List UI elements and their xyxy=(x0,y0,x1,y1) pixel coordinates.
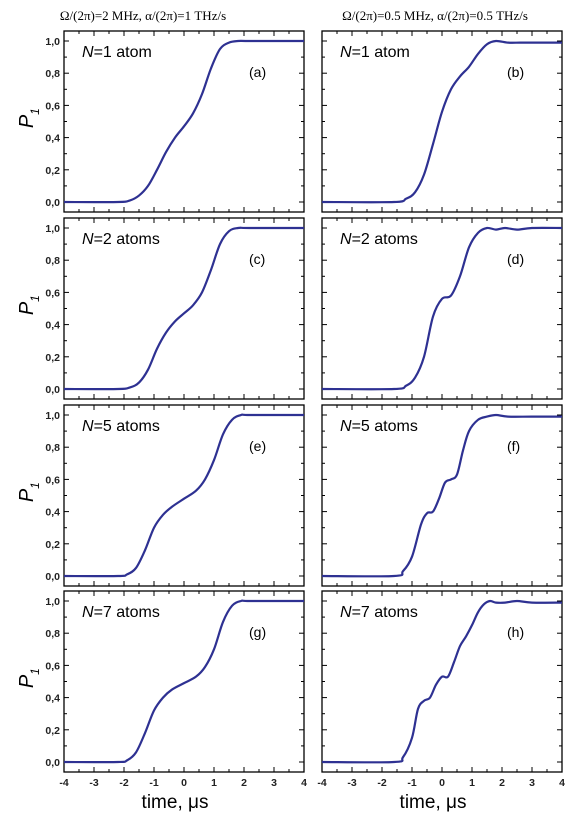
column-title-left: Ω/(2π)=2 MHz, α/(2π)=1 THz/s xyxy=(60,8,226,23)
panel-a: 0,0 0,2 0,4 0,6 0,8 1,0 P1 N=1 atom (a) xyxy=(16,30,305,213)
atom-count-annotation: N=2 atoms xyxy=(340,231,418,248)
y-tick-label: 0,6 xyxy=(45,474,60,486)
y-axis-label: P xyxy=(16,674,38,688)
y-tick-label: 0,2 xyxy=(45,725,60,737)
y-tick-label: 0,6 xyxy=(45,660,60,672)
x-tick-label: -2 xyxy=(119,777,128,789)
y-axis-label-subscript: 1 xyxy=(28,108,42,115)
panel-letter: (f) xyxy=(507,438,520,454)
column-title-right: Ω/(2π)=0.5 MHz, α/(2π)=0.5 THz/s xyxy=(342,8,528,23)
y-tick-label: 0,4 xyxy=(45,133,60,145)
x-axis-label-right: time, μs xyxy=(400,792,467,813)
series-line-P1 xyxy=(63,226,304,391)
series-line-P1 xyxy=(321,39,563,204)
series-line-P1 xyxy=(321,413,562,578)
y-tick-label: 0,4 xyxy=(45,320,60,332)
y-axis-label: P xyxy=(16,301,38,315)
panel-b: N=1 atom (b) xyxy=(321,30,563,213)
x-tick-label: 1 xyxy=(211,777,217,789)
y-tick-label: 0,8 xyxy=(45,442,60,454)
x-tick-label: 0 xyxy=(181,777,187,789)
y-tick-label: 0,0 xyxy=(45,197,60,209)
y-tick-label: 0,8 xyxy=(45,68,60,80)
panel-letter: (d) xyxy=(507,251,524,267)
x-tick-label: -1 xyxy=(407,777,416,789)
atom-count-annotation: N=7 atoms xyxy=(82,604,160,621)
x-tick-label: -3 xyxy=(89,777,98,789)
y-tick-label: 0,4 xyxy=(45,507,60,519)
y-axis-label-subscript: 1 xyxy=(28,295,42,302)
y-axis-label-subscript: 1 xyxy=(28,482,42,489)
series-line-P1 xyxy=(63,413,304,578)
panel-d: N=2 atoms (d) xyxy=(321,217,563,400)
y-tick-label: 1,0 xyxy=(45,410,60,422)
x-tick-label: -4 xyxy=(317,777,326,789)
atom-count-annotation: N=7 atoms xyxy=(340,604,418,621)
y-axis-label: P xyxy=(16,114,38,128)
y-tick-label: 0,6 xyxy=(45,100,60,112)
x-tick-label: -2 xyxy=(377,777,386,789)
y-tick-label: 1,0 xyxy=(45,596,60,608)
x-tick-label: 2 xyxy=(241,777,247,789)
series-line-P1 xyxy=(321,599,563,764)
x-tick-label: -1 xyxy=(149,777,158,789)
atom-count-annotation: N=1 atom xyxy=(340,44,410,61)
panel-letter: (h) xyxy=(507,624,524,640)
y-tick-label: 1,0 xyxy=(45,36,60,48)
y-axis-label: P xyxy=(16,488,38,502)
x-tick-label: 0 xyxy=(439,777,445,789)
y-tick-label: 0,4 xyxy=(45,693,60,705)
y-tick-label: 0,0 xyxy=(45,571,60,583)
panel-h: -4 -3 -2 -1 0 1 2 3 4 N=7 atoms (h) xyxy=(317,590,565,789)
y-tick-label: 0,2 xyxy=(45,352,60,364)
x-tick-label: 3 xyxy=(271,777,277,789)
panel-f: N=5 atoms (f) xyxy=(321,404,563,587)
y-tick-label: 0,0 xyxy=(45,757,60,769)
x-tick-label: 4 xyxy=(301,777,307,789)
series-line-P1 xyxy=(63,599,304,764)
y-axis-label-subscript: 1 xyxy=(28,668,42,675)
x-tick-label: -3 xyxy=(347,777,356,789)
y-tick-label: 0,2 xyxy=(45,539,60,551)
y-tick-label: 0,2 xyxy=(45,165,60,177)
y-tick-label: 1,0 xyxy=(45,223,60,235)
x-tick-label: -4 xyxy=(59,777,68,789)
atom-count-annotation: N=2 atoms xyxy=(82,231,160,248)
panel-letter: (b) xyxy=(507,64,524,80)
panel-e: 0,0 0,2 0,4 0,6 0,8 1,0 P1 N=5 atoms (e) xyxy=(16,404,305,587)
y-tick-label: 0,6 xyxy=(45,287,60,299)
x-axis-label-left: time, μs xyxy=(142,792,209,813)
panel-letter: (a) xyxy=(249,64,266,80)
x-tick-label: 2 xyxy=(499,777,505,789)
atom-count-annotation: N=1 atom xyxy=(82,44,152,61)
x-tick-label: 1 xyxy=(469,777,475,789)
y-tick-label: 0,8 xyxy=(45,628,60,640)
panel-letter: (g) xyxy=(249,624,266,640)
series-line-P1 xyxy=(321,226,563,391)
y-tick-label: 0,0 xyxy=(45,384,60,396)
atom-count-annotation: N=5 atoms xyxy=(82,418,160,435)
x-tick-label: 4 xyxy=(559,777,565,789)
x-tick-label: 3 xyxy=(529,777,535,789)
series-line-P1 xyxy=(63,39,304,204)
panel-c: 0,0 0,2 0,4 0,6 0,8 1,0 P1 N=2 atoms (c) xyxy=(16,217,305,400)
atom-count-annotation: N=5 atoms xyxy=(340,418,418,435)
panel-letter: (c) xyxy=(249,251,265,267)
y-tick-label: 0,8 xyxy=(45,255,60,267)
panel-letter: (e) xyxy=(249,438,266,454)
